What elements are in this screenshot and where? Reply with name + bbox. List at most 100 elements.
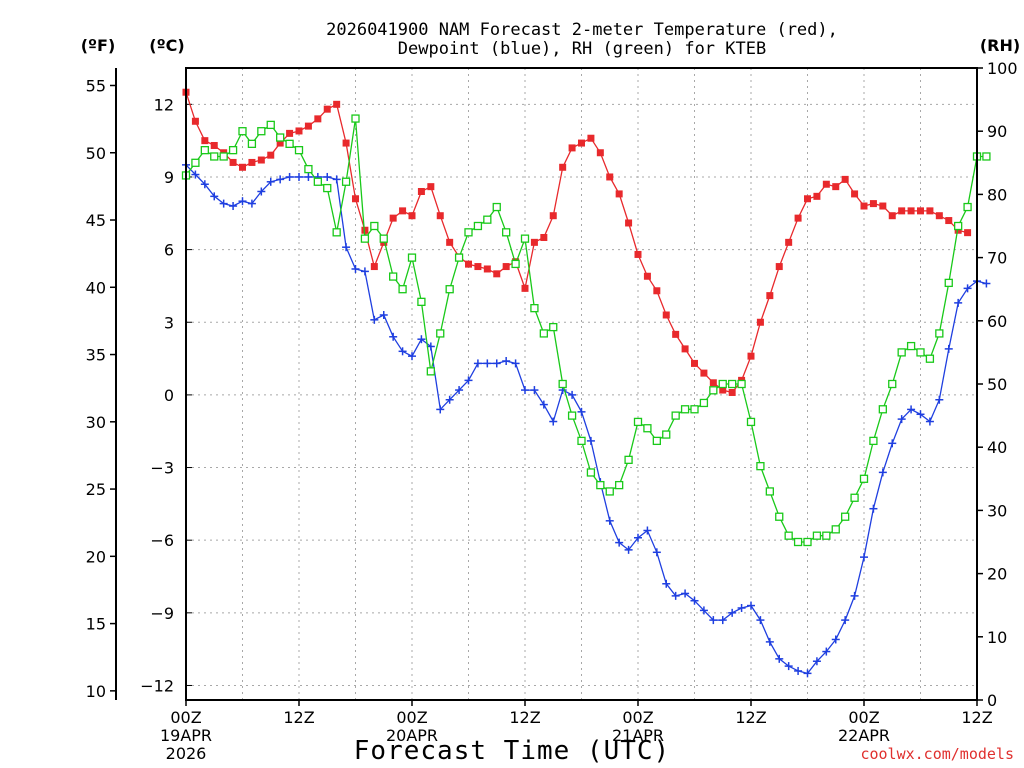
rh-tick-label: 90 bbox=[987, 122, 1007, 141]
temperature-point bbox=[935, 212, 943, 220]
dewpoint-point bbox=[219, 199, 228, 208]
site-credit: coolwx.com/models bbox=[860, 745, 1014, 763]
fahrenheit-tick-label: 25 bbox=[86, 480, 106, 499]
rh-point bbox=[709, 386, 718, 395]
temperature-point bbox=[483, 265, 491, 273]
rh-point bbox=[389, 272, 398, 281]
dewpoint-point bbox=[577, 407, 586, 416]
rh-point bbox=[596, 480, 605, 490]
dewpoint-point bbox=[662, 579, 671, 588]
rh-point bbox=[737, 379, 746, 389]
dewpoint-point bbox=[850, 591, 859, 600]
fahrenheit-tick-label: 15 bbox=[86, 615, 106, 634]
dewpoint-point bbox=[794, 666, 803, 675]
rh-point bbox=[671, 411, 680, 420]
rh-point bbox=[925, 354, 935, 363]
rh-point bbox=[379, 234, 388, 243]
dewpoint-point bbox=[897, 415, 906, 424]
rh-point bbox=[257, 127, 266, 136]
rh-point bbox=[426, 367, 435, 376]
rh-point bbox=[577, 436, 586, 446]
rh-point bbox=[370, 221, 379, 231]
temperature-point bbox=[672, 330, 680, 338]
dewpoint-point bbox=[191, 170, 200, 179]
temperature-point bbox=[804, 195, 811, 203]
rh-point bbox=[464, 228, 473, 237]
temperature-point bbox=[286, 129, 294, 137]
dewpoint-point bbox=[775, 654, 784, 663]
rh-point bbox=[680, 405, 690, 414]
rh-point bbox=[822, 531, 831, 540]
rh-point bbox=[944, 278, 953, 288]
temperature-point bbox=[530, 238, 538, 246]
fahrenheit-tick-label: 20 bbox=[86, 547, 106, 566]
dewpoint-point bbox=[304, 172, 313, 181]
rh-point bbox=[294, 146, 304, 155]
temperature-point bbox=[728, 388, 736, 396]
dewpoint-point bbox=[878, 468, 887, 477]
rh-point bbox=[831, 525, 840, 534]
fahrenheit-tick-label: 55 bbox=[86, 76, 106, 95]
rh-point bbox=[897, 348, 906, 357]
rh-point bbox=[982, 152, 991, 161]
temperature-point bbox=[653, 287, 661, 295]
rh-point bbox=[935, 329, 944, 338]
rh-point bbox=[539, 329, 548, 338]
dewpoint-point bbox=[408, 352, 416, 361]
celsius-tick-label: 3 bbox=[164, 313, 174, 332]
temperature-point bbox=[201, 137, 209, 145]
rh-point bbox=[445, 285, 454, 294]
dewpoint-point bbox=[511, 359, 520, 368]
rh-point bbox=[916, 348, 925, 357]
temperature-point bbox=[210, 141, 218, 149]
rh-point bbox=[586, 468, 596, 477]
temperature-point bbox=[333, 100, 341, 108]
temperature-point bbox=[408, 212, 416, 220]
rh-point bbox=[699, 398, 709, 408]
celsius-tick-label: 12 bbox=[154, 95, 174, 114]
dewpoint-point bbox=[803, 669, 812, 678]
dewpoint-point bbox=[266, 177, 275, 186]
rh-point bbox=[285, 139, 294, 148]
fahrenheit-tick-label: 50 bbox=[86, 144, 106, 163]
dewpoint-point bbox=[332, 175, 341, 184]
temperature-point bbox=[248, 158, 256, 166]
rh-point bbox=[652, 436, 661, 446]
rh-point bbox=[351, 114, 360, 123]
dewpoint-point bbox=[295, 172, 303, 181]
dewpoint-point bbox=[963, 284, 972, 293]
dewpoint-point bbox=[342, 243, 351, 252]
temperature-point bbox=[267, 151, 275, 159]
temperature-point bbox=[229, 158, 237, 166]
dewpoint-point bbox=[709, 616, 718, 625]
dewpoint-point bbox=[247, 199, 256, 208]
dewpoint-point bbox=[831, 635, 840, 644]
temperature-line bbox=[185, 92, 968, 394]
rh-point bbox=[417, 297, 426, 306]
celsius-tick-label: −12 bbox=[140, 676, 174, 695]
celsius-tick-label: −9 bbox=[150, 604, 174, 623]
celsius-axis-ticks: 12 9 6 3 0 −3 −6 −9 −12 bbox=[140, 95, 192, 695]
dewpoint-point bbox=[860, 553, 868, 562]
rh-point bbox=[332, 228, 341, 237]
temperature-point bbox=[540, 234, 548, 242]
temperature-point bbox=[907, 207, 915, 215]
dewpoint-point bbox=[925, 417, 934, 426]
time-tick-label: 12Z bbox=[961, 708, 992, 727]
temperature-point bbox=[446, 238, 454, 246]
temperature-point bbox=[766, 292, 774, 300]
time-tick-label: 2026 bbox=[166, 744, 207, 763]
temperature-point bbox=[625, 219, 633, 227]
temperature-point bbox=[304, 122, 312, 130]
temperature-point bbox=[239, 163, 246, 171]
dewpoint-point bbox=[464, 376, 473, 385]
temperature-point bbox=[851, 190, 859, 198]
dewpoint-point bbox=[784, 662, 793, 671]
temperature-point bbox=[399, 207, 407, 215]
rh-point bbox=[454, 253, 464, 262]
temperature-point bbox=[578, 139, 585, 147]
dewpoint-point bbox=[530, 386, 539, 395]
temperature-point bbox=[785, 238, 793, 246]
temperature-point bbox=[257, 156, 265, 164]
